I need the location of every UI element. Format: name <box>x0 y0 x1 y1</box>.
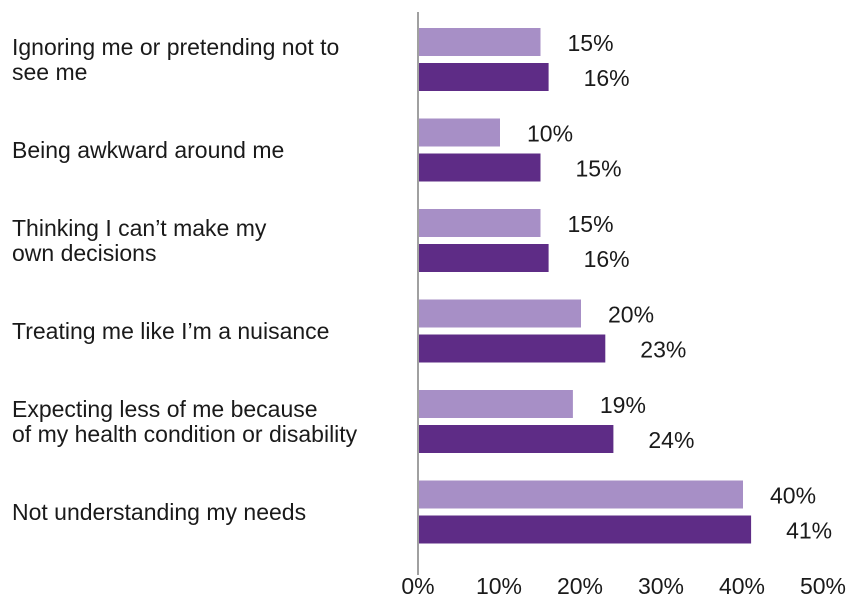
data-label: 10% <box>527 121 573 147</box>
x-tick-label: 40% <box>719 573 765 599</box>
category-label: Ignoring me or pretending not to see me <box>12 33 340 85</box>
bar-series1 <box>419 299 581 328</box>
bar-series1 <box>419 390 573 418</box>
x-tick-label: 50% <box>800 573 846 599</box>
data-label: 40% <box>770 483 816 509</box>
data-label: 20% <box>608 302 654 328</box>
bar-series1 <box>419 209 541 237</box>
category-label: Expecting less of me because of my healt… <box>12 395 358 447</box>
x-tick-label: 30% <box>638 573 684 599</box>
data-label: 16% <box>584 65 630 91</box>
data-label: 19% <box>600 392 646 418</box>
category-label: Being awkward around me <box>12 136 285 163</box>
data-label: 15% <box>576 156 622 182</box>
bar-series2 <box>419 244 549 272</box>
data-label: 15% <box>568 30 614 56</box>
bar-series2 <box>419 153 541 182</box>
data-label: 41% <box>786 518 832 544</box>
data-label: 23% <box>640 337 686 363</box>
bar-series2 <box>419 515 752 544</box>
category-label: Thinking I can’t make my own decisions <box>12 214 267 266</box>
x-tick-label: 10% <box>476 573 522 599</box>
bar-series2 <box>419 425 614 453</box>
x-tick-label: 20% <box>557 573 603 599</box>
category-label: Not understanding my needs <box>12 498 307 525</box>
bar-series1 <box>419 28 541 56</box>
data-label: 15% <box>568 211 614 237</box>
bar-series2 <box>419 334 606 363</box>
x-tick-label: 0% <box>401 573 434 599</box>
data-label: 16% <box>584 246 630 272</box>
bar-series2 <box>419 63 549 91</box>
category-label: Treating me like I’m a nuisance <box>12 317 330 344</box>
bar-series1 <box>419 480 743 509</box>
bar-series1 <box>419 118 500 147</box>
data-label: 24% <box>648 427 694 453</box>
